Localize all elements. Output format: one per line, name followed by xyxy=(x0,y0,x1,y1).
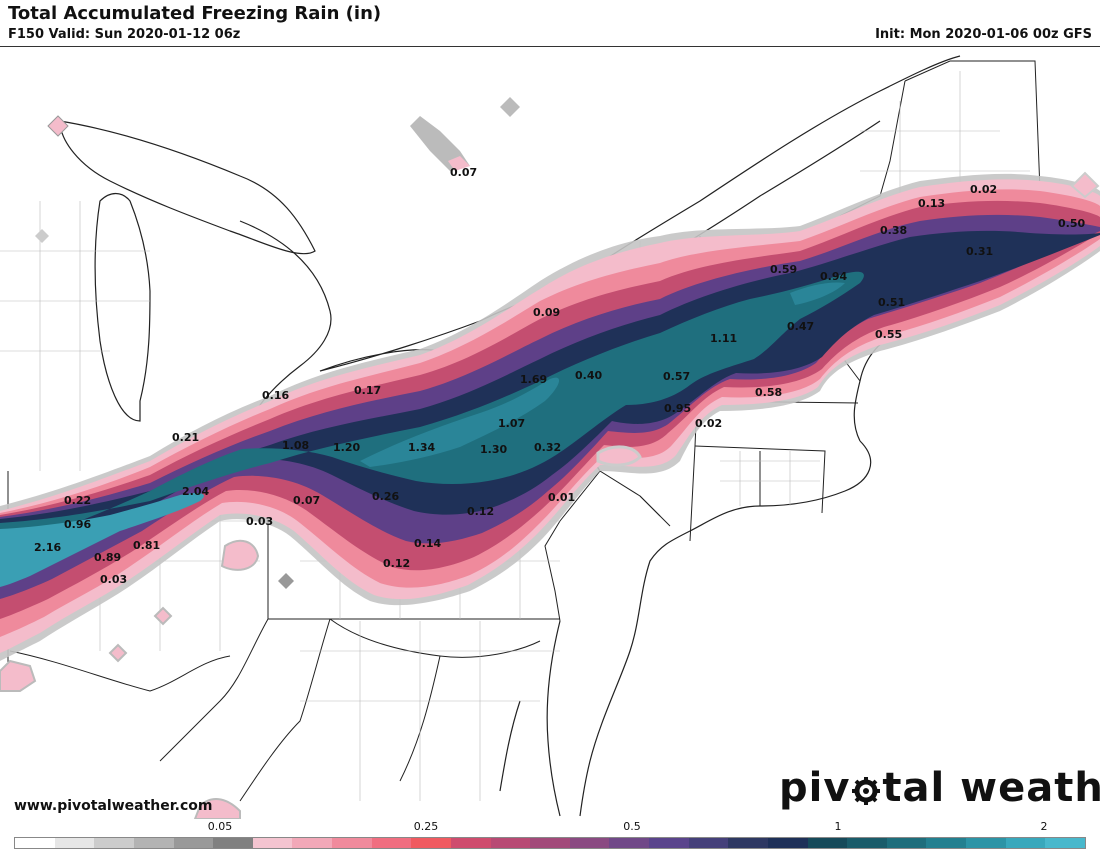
legend-tick: 1 xyxy=(834,820,842,833)
accumulation-values: 0.07 0.02 0.13 0.50 0.38 0.31 0.59 0.94 … xyxy=(34,166,1085,586)
value-label: 0.32 xyxy=(534,441,561,454)
map-title: Total Accumulated Freezing Rain (in) xyxy=(8,3,382,24)
legend-tick: 0.5 xyxy=(623,820,641,833)
legend-swatch xyxy=(728,838,768,848)
legend-swatch xyxy=(94,838,134,848)
value-label: 0.95 xyxy=(664,402,691,415)
value-label: 0.03 xyxy=(246,515,273,528)
value-label: 0.50 xyxy=(1058,217,1085,230)
legend-swatch xyxy=(15,838,55,848)
legend-colorbar xyxy=(14,837,1086,849)
website-link[interactable]: www.pivotalweather.com xyxy=(14,798,213,814)
value-label: 0.16 xyxy=(262,389,289,402)
value-label: 2.04 xyxy=(182,485,209,498)
value-label: 0.13 xyxy=(918,197,945,210)
value-label: 0.07 xyxy=(293,494,320,507)
legend-swatch xyxy=(292,838,332,848)
value-label: 0.94 xyxy=(820,270,847,283)
legend-tick: 0.25 xyxy=(413,820,439,833)
value-label: 0.14 xyxy=(414,537,441,550)
value-label: 0.40 xyxy=(575,369,602,382)
legend-swatch xyxy=(173,838,214,848)
gear-icon xyxy=(852,777,881,805)
legend-swatch xyxy=(213,838,253,848)
legend-swatch xyxy=(926,838,966,848)
value-label: 1.08 xyxy=(282,439,309,452)
swath-teal xyxy=(0,271,864,547)
legend-swatch xyxy=(133,838,174,848)
value-label: 1.34 xyxy=(408,441,435,454)
legend-swatch xyxy=(649,838,689,848)
value-label: 0.22 xyxy=(64,494,91,507)
value-label: 0.01 xyxy=(548,491,575,504)
value-label: 0.47 xyxy=(787,320,814,333)
value-label: 0.21 xyxy=(172,431,199,444)
legend-swatch xyxy=(490,838,531,848)
value-label: 1.11 xyxy=(710,332,737,345)
value-label: 0.57 xyxy=(663,370,690,383)
freezing-rain-map: 0.07 0.02 0.13 0.50 0.38 0.31 0.59 0.94 … xyxy=(0,55,1100,819)
legend-swatch xyxy=(569,838,610,848)
legend-swatch xyxy=(966,838,1006,848)
value-label: 0.12 xyxy=(467,505,494,518)
value-label: 0.58 xyxy=(755,386,782,399)
legend-swatch xyxy=(688,838,729,848)
swath-cyan xyxy=(0,493,204,587)
valid-time: F150 Valid: Sun 2020-01-12 06z xyxy=(8,27,241,42)
value-label: 1.69 xyxy=(520,373,547,386)
value-label: 0.89 xyxy=(94,551,121,564)
legend-swatch xyxy=(1005,838,1046,848)
value-label: 0.51 xyxy=(878,296,905,309)
legend-swatch xyxy=(1045,838,1085,848)
legend-swatch xyxy=(252,838,293,848)
value-label: 0.02 xyxy=(970,183,997,196)
legend-swatch xyxy=(767,838,808,848)
value-label: 0.12 xyxy=(383,557,410,570)
legend-tick: 2 xyxy=(1040,820,1048,833)
legend-tick: 0.05 xyxy=(207,820,233,833)
legend-swatch xyxy=(371,838,412,848)
value-label: 1.07 xyxy=(498,417,525,430)
legend-swatch xyxy=(332,838,372,848)
value-label: 0.38 xyxy=(880,224,907,237)
value-label: 0.31 xyxy=(966,245,993,258)
legend-swatch xyxy=(411,838,451,848)
legend-swatch xyxy=(450,838,491,848)
value-label: 0.02 xyxy=(695,417,722,430)
legend-swatch xyxy=(886,838,927,848)
color-legend: 0.05 0.25 0.5 1 2 xyxy=(0,819,1100,850)
map-area[interactable]: 0.07 0.02 0.13 0.50 0.38 0.31 0.59 0.94 … xyxy=(0,46,1100,820)
value-label: 1.30 xyxy=(480,443,507,456)
freezing-rain-swath xyxy=(0,97,1100,819)
value-label: 0.55 xyxy=(875,328,902,341)
legend-swatch xyxy=(807,838,848,848)
value-label: 0.09 xyxy=(533,306,560,319)
value-label: 1.20 xyxy=(333,441,360,454)
value-label: 0.59 xyxy=(770,263,797,276)
value-label: 0.96 xyxy=(64,518,91,531)
value-label: 0.03 xyxy=(100,573,127,586)
init-time: Init: Mon 2020-01-06 00z GFS xyxy=(875,27,1092,42)
value-label: 0.17 xyxy=(354,384,381,397)
legend-swatch xyxy=(609,838,649,848)
value-label: 0.26 xyxy=(372,490,399,503)
value-label: 2.16 xyxy=(34,541,61,554)
legend-swatch xyxy=(54,838,95,848)
legend-swatch xyxy=(530,838,570,848)
map-header: Total Accumulated Freezing Rain (in) F15… xyxy=(0,0,1100,46)
value-label: 0.81 xyxy=(133,539,160,552)
value-label: 0.07 xyxy=(450,166,477,179)
legend-swatch xyxy=(847,838,887,848)
